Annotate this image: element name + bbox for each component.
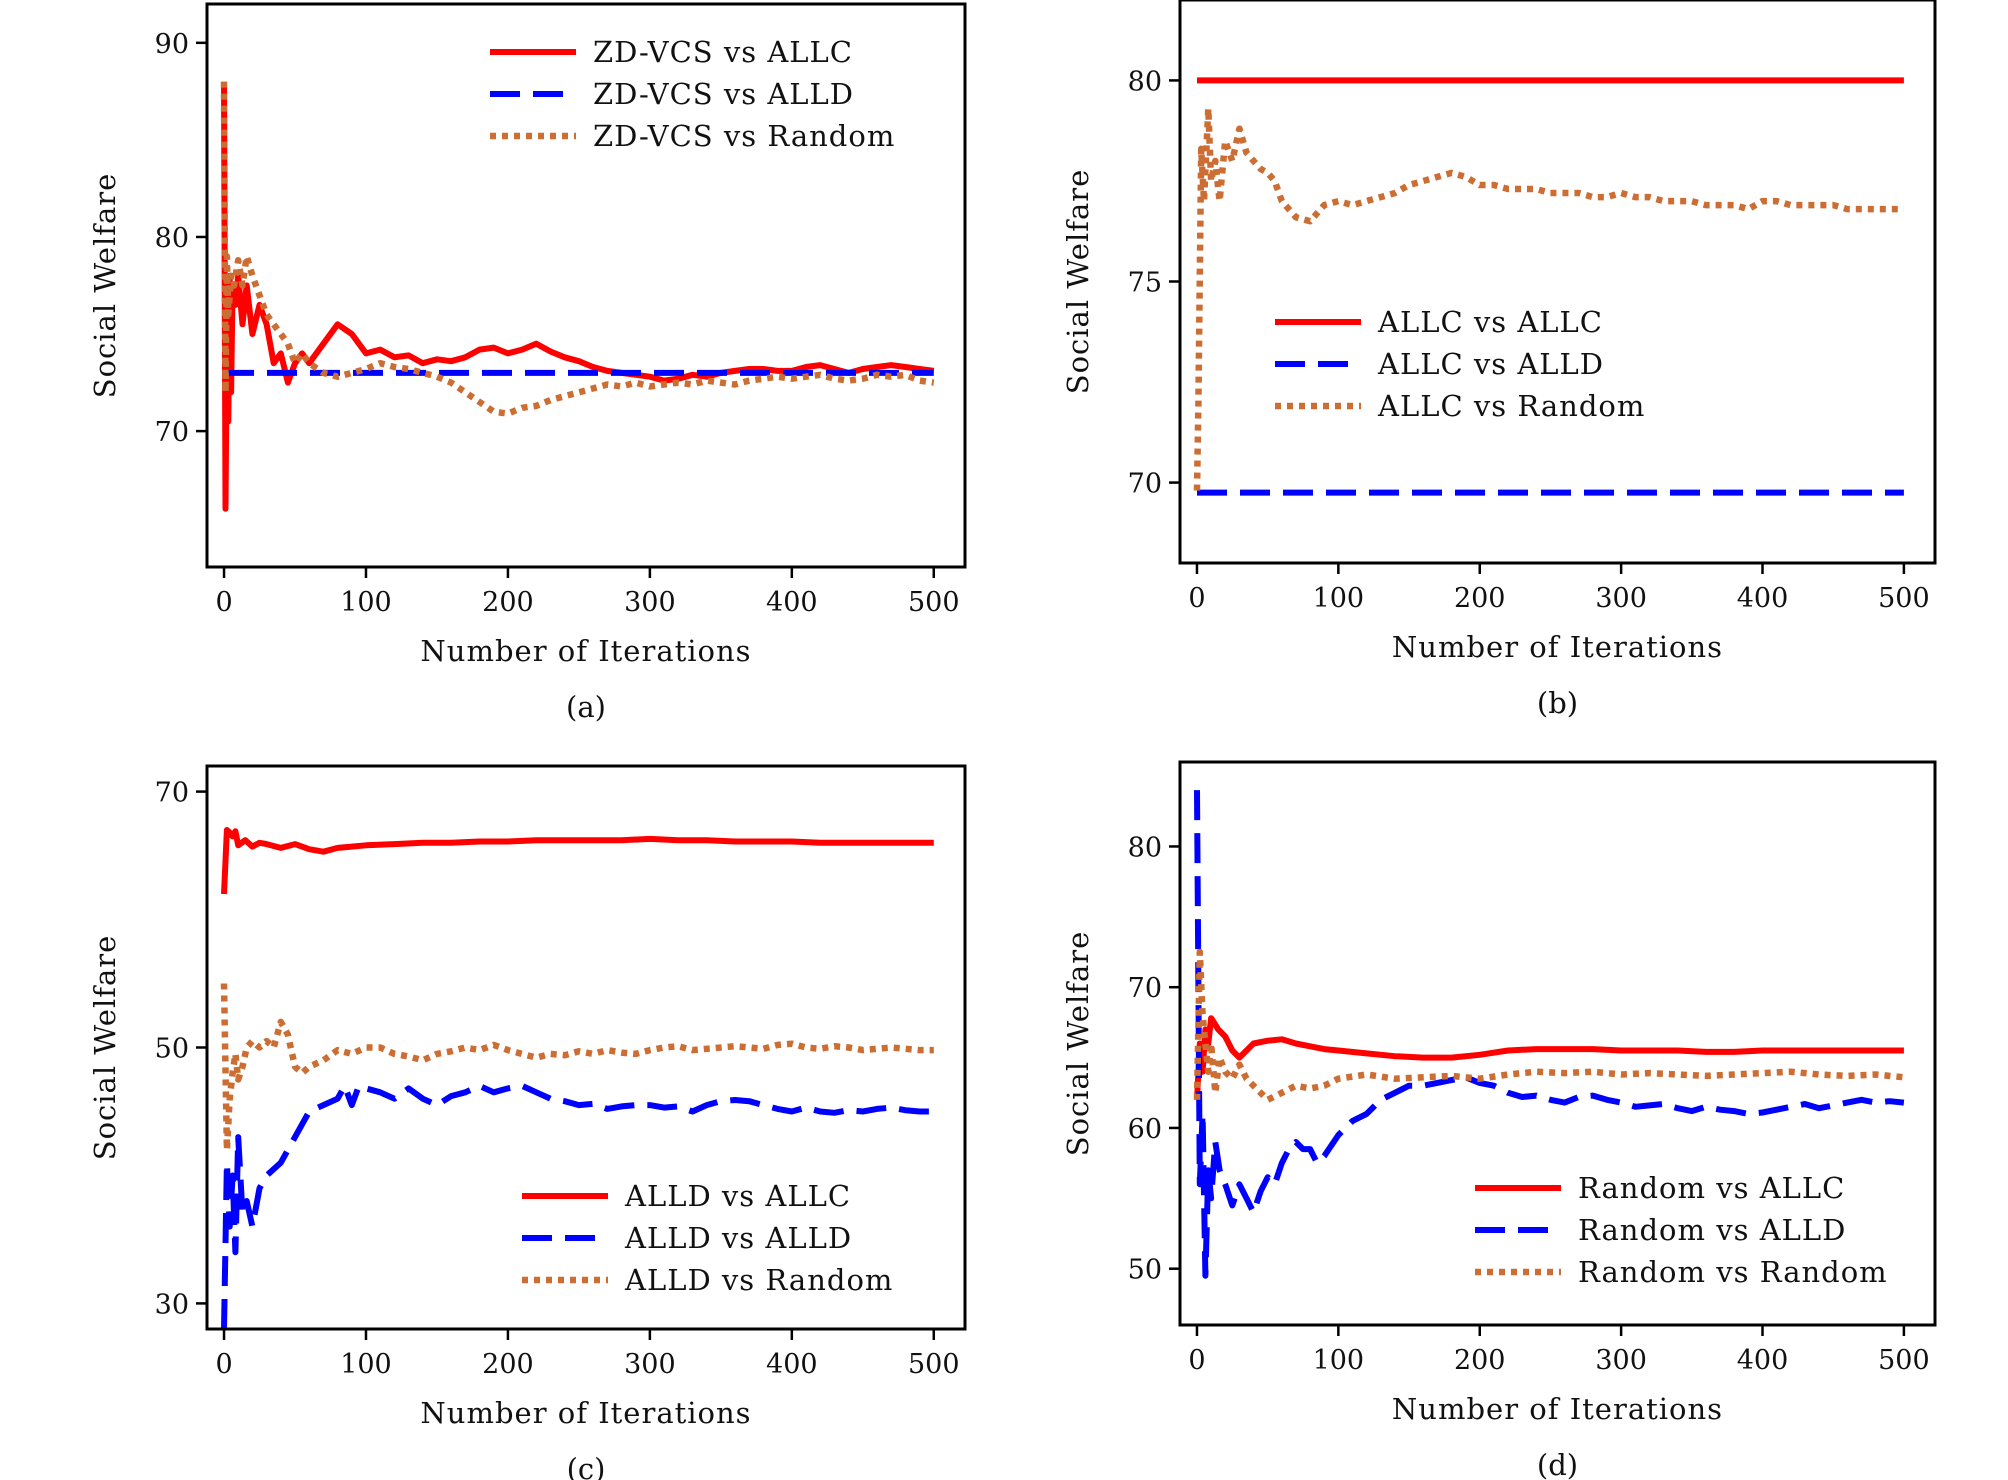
legend-label: ALLD vs ALLC: [624, 1179, 851, 1213]
series-line-dotted: [220, 983, 934, 1154]
series-line-dashed: [1194, 790, 1905, 1279]
x-tick-label: 400: [1737, 583, 1789, 614]
plot-frame: [1178, 0, 1937, 565]
series-group: [1193, 790, 1905, 1279]
series-line-dotted: [1193, 948, 1905, 1104]
panel-caption: (b): [1537, 686, 1578, 720]
x-tick-label: 100: [1313, 1345, 1365, 1376]
legend: ZD-VCS vs ALLC ZD-VCS vs ALLD ZD-VCS vs Ra…: [490, 35, 895, 153]
y-axis-label: Social Welfare: [1061, 931, 1095, 1157]
legend-label: ALLC vs ALLD: [1377, 347, 1604, 381]
x-axis-label: Number of Iterations: [1392, 630, 1723, 664]
chart-panel-b: 0 100 200 300 400 500 70 75 80 Number of Iteratio…: [1061, 0, 1937, 720]
x-tick-label: 500: [1878, 1345, 1930, 1376]
series-group: [220, 827, 934, 1329]
x-tick-label: 100: [340, 587, 392, 618]
x-tick-label: 200: [482, 1349, 534, 1380]
legend-label: ALLD vs Random: [624, 1263, 893, 1297]
x-tick-label: 500: [1878, 583, 1930, 614]
legend: Random vs ALLC Random vs ALLD Random vs Ra…: [1475, 1171, 1888, 1289]
x-tick-label: 100: [340, 1349, 392, 1380]
y-tick-label: 60: [1128, 1114, 1162, 1145]
series-line-solid: [221, 827, 934, 895]
x-tick-label: 0: [1188, 1345, 1205, 1376]
chart-panel-a: 0 100 200 300 400 500 70 80 90 Number of Iteratio…: [88, 2, 967, 724]
series-line-dotted: [220, 81, 935, 417]
series-line-solid: [1194, 1015, 1904, 1100]
panel-caption: (c): [567, 1452, 606, 1480]
legend-label: ALLC vs ALLC: [1377, 305, 1603, 339]
x-tick-label: 400: [766, 1349, 818, 1380]
y-tick-label: 70: [155, 417, 189, 448]
legend-label: ZD-VCS vs ALLC: [593, 35, 853, 69]
x-tick-label: 500: [908, 1349, 960, 1380]
series-group: [1193, 77, 1904, 496]
chart-panel-d: 0 100 200 300 400 500 50 60 70 80 Number of Iterat…: [1061, 760, 1937, 1480]
y-tick-label: 70: [1128, 469, 1162, 500]
y-axis-label: Social Welfare: [88, 935, 122, 1161]
y-axis-label: Social Welfare: [88, 173, 122, 399]
x-axis-label: Number of Iterations: [420, 1396, 751, 1430]
x-tick-label: 100: [1313, 583, 1365, 614]
panel-caption: (a): [566, 690, 606, 724]
legend-label: ALLC vs Random: [1377, 389, 1645, 423]
chart-panel-c: 0 100 200 300 400 500 30 50 70 Number of Iteratio…: [88, 764, 967, 1480]
x-tick-label: 300: [624, 1349, 676, 1380]
x-tick-label: 0: [215, 587, 232, 618]
series-line-dotted: [1193, 105, 1904, 491]
x-tick-label: 200: [482, 587, 534, 618]
series-group: [220, 81, 935, 512]
series-line-dashed: [221, 1082, 934, 1329]
y-tick-label: 80: [155, 223, 189, 254]
x-axis-label: Number of Iterations: [1392, 1392, 1723, 1426]
legend-label: Random vs ALLC: [1578, 1171, 1845, 1205]
x-tick-label: 0: [1188, 583, 1205, 614]
legend-label: Random vs Random: [1578, 1255, 1888, 1289]
legend: ALLC vs ALLC ALLC vs ALLD ALLC vs Random: [1275, 305, 1645, 423]
y-tick-label: 70: [1128, 973, 1162, 1004]
y-tick-label: 80: [1128, 832, 1162, 863]
y-tick-label: 75: [1128, 268, 1162, 299]
y-tick-label: 50: [155, 1034, 189, 1065]
panel-caption: (d): [1537, 1448, 1578, 1480]
plot-frame: [1178, 760, 1937, 1327]
y-tick-label: 50: [1128, 1255, 1162, 1286]
legend-label: ZD-VCS vs Random: [593, 119, 895, 153]
y-tick-label: 30: [155, 1289, 189, 1320]
legend-label: ZD-VCS vs ALLD: [593, 77, 854, 111]
x-tick-label: 500: [908, 587, 960, 618]
x-tick-label: 300: [624, 587, 676, 618]
x-tick-label: 300: [1595, 583, 1647, 614]
y-tick-label: 80: [1128, 66, 1162, 97]
x-tick-label: 400: [1737, 1345, 1789, 1376]
legend-label: Random vs ALLD: [1578, 1213, 1846, 1247]
x-tick-label: 200: [1454, 583, 1506, 614]
y-axis-label: Social Welfare: [1061, 169, 1095, 395]
x-tick-label: 400: [766, 587, 818, 618]
x-tick-label: 200: [1454, 1345, 1506, 1376]
x-tick-label: 0: [215, 1349, 232, 1380]
legend-label: ALLD vs ALLD: [624, 1221, 852, 1255]
x-tick-label: 300: [1595, 1345, 1647, 1376]
x-axis-label: Number of Iterations: [420, 634, 751, 668]
y-tick-label: 70: [155, 778, 189, 809]
plot-frame: [205, 2, 967, 569]
y-tick-label: 90: [155, 29, 189, 60]
legend: ALLD vs ALLC ALLD vs ALLD ALLD vs Random: [522, 1179, 893, 1297]
